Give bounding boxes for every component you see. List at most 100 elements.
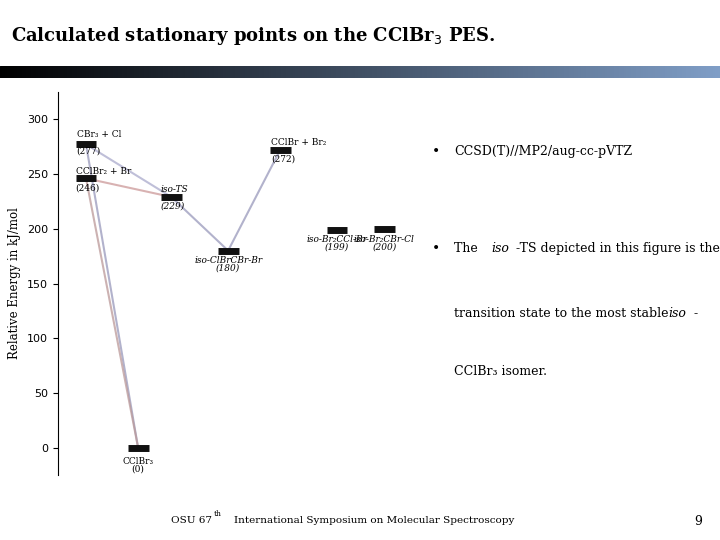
Bar — [410, 66, 413, 78]
Bar — [271, 66, 274, 78]
Bar — [377, 66, 379, 78]
Bar — [495, 66, 497, 78]
Bar — [29, 66, 31, 78]
Bar — [682, 66, 684, 78]
Bar — [245, 66, 247, 78]
Bar — [482, 66, 485, 78]
Text: •: • — [432, 145, 440, 159]
Bar — [153, 66, 156, 78]
Bar — [504, 66, 506, 78]
Bar — [204, 66, 207, 78]
Bar — [521, 66, 523, 78]
Bar — [545, 66, 547, 78]
Bar — [574, 66, 576, 78]
Bar — [243, 66, 245, 78]
Bar — [319, 66, 322, 78]
Bar — [439, 66, 441, 78]
Bar — [367, 66, 369, 78]
Bar — [427, 66, 430, 78]
Bar — [711, 66, 713, 78]
Bar — [81, 66, 84, 78]
Bar — [454, 66, 456, 78]
Bar — [670, 66, 672, 78]
Bar — [286, 66, 288, 78]
Bar — [506, 66, 509, 78]
Bar — [45, 66, 48, 78]
Bar — [387, 66, 389, 78]
Bar — [254, 66, 257, 78]
Bar — [528, 66, 531, 78]
Bar — [535, 66, 538, 78]
Bar — [322, 66, 324, 78]
Bar — [55, 66, 58, 78]
Bar — [257, 66, 259, 78]
Bar — [199, 66, 202, 78]
Bar — [490, 66, 492, 78]
Text: iso: iso — [491, 242, 509, 255]
Bar — [360, 66, 362, 78]
Bar — [127, 66, 130, 78]
Bar — [9, 66, 12, 78]
Bar — [540, 66, 542, 78]
Bar — [554, 66, 557, 78]
Bar — [168, 66, 171, 78]
Bar — [403, 66, 405, 78]
Bar — [43, 66, 45, 78]
Y-axis label: Relative Energy in kJ/mol: Relative Energy in kJ/mol — [8, 207, 21, 360]
Bar — [590, 66, 593, 78]
Bar — [216, 66, 218, 78]
Bar — [79, 66, 81, 78]
Bar — [72, 66, 74, 78]
Text: -TS depicted in this figure is the: -TS depicted in this figure is the — [516, 242, 720, 255]
Bar — [564, 66, 567, 78]
Bar — [77, 66, 79, 78]
Bar — [650, 66, 653, 78]
Bar — [487, 66, 490, 78]
Bar — [420, 66, 423, 78]
Bar — [235, 66, 238, 78]
Bar — [713, 66, 715, 78]
Bar — [617, 66, 619, 78]
Text: CBr₃ + Cl: CBr₃ + Cl — [76, 130, 121, 139]
Bar — [250, 66, 252, 78]
Bar — [146, 66, 149, 78]
Bar — [362, 66, 365, 78]
Bar — [408, 66, 410, 78]
Bar — [499, 66, 502, 78]
Bar — [619, 66, 621, 78]
Bar — [207, 66, 209, 78]
Bar — [86, 66, 89, 78]
Bar — [101, 66, 103, 78]
Bar — [542, 66, 545, 78]
Bar — [310, 66, 312, 78]
Bar — [178, 66, 180, 78]
Bar — [290, 66, 293, 78]
Bar — [22, 66, 24, 78]
Bar — [600, 66, 603, 78]
Bar — [113, 66, 115, 78]
Bar — [34, 66, 36, 78]
Bar — [50, 66, 53, 78]
Bar — [523, 66, 526, 78]
Bar — [612, 66, 614, 78]
Bar — [598, 66, 600, 78]
Bar — [547, 66, 549, 78]
Bar — [636, 66, 639, 78]
Bar — [70, 66, 72, 78]
Bar — [463, 66, 466, 78]
Bar — [259, 66, 261, 78]
Bar — [108, 66, 110, 78]
Text: iso-ClBrCBr-Br: iso-ClBrCBr-Br — [194, 256, 262, 265]
Bar — [351, 66, 353, 78]
Bar — [202, 66, 204, 78]
Bar — [437, 66, 439, 78]
Bar — [423, 66, 425, 78]
Bar — [252, 66, 254, 78]
Bar — [94, 66, 96, 78]
Bar — [300, 66, 302, 78]
Bar — [24, 66, 27, 78]
Bar — [513, 66, 516, 78]
Bar — [264, 66, 266, 78]
Bar — [288, 66, 290, 78]
Text: iso: iso — [668, 307, 685, 320]
